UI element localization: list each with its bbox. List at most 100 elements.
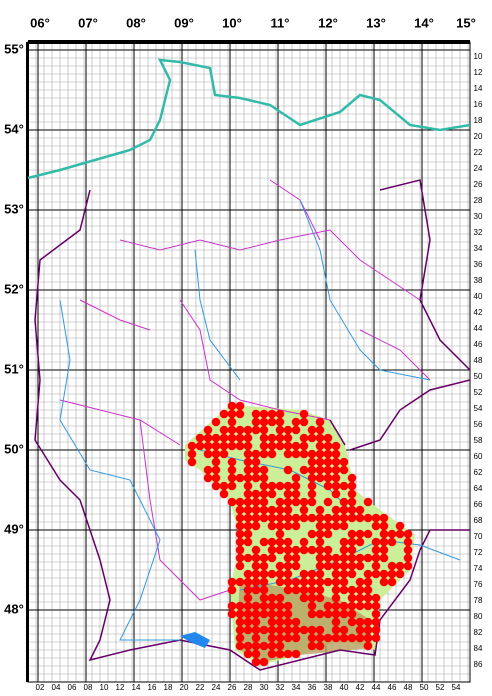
occurrence-dot	[283, 489, 293, 499]
occurrence-dot	[395, 569, 405, 579]
occurrence-dot	[307, 593, 317, 603]
occurrence-dot	[307, 529, 317, 539]
row-label: 14	[474, 84, 483, 93]
occurrence-dot	[251, 561, 261, 571]
occurrence-dot	[315, 553, 325, 563]
occurrence-dot	[251, 521, 261, 531]
occurrence-dot	[259, 609, 269, 619]
occurrence-dot	[307, 481, 317, 491]
occurrence-dot	[275, 513, 285, 523]
occurrence-dot	[291, 497, 301, 507]
occurrence-dot	[283, 569, 293, 579]
column-label: 42	[356, 683, 365, 692]
occurrence-dot	[243, 641, 253, 651]
occurrence-dot	[355, 505, 365, 515]
occurrence-dot	[371, 537, 381, 547]
occurrence-dot	[331, 489, 341, 499]
occurrence-dot	[227, 409, 237, 419]
occurrence-dot	[251, 489, 261, 499]
column-label: 14	[132, 683, 141, 692]
occurrence-dot	[259, 561, 269, 571]
lake	[180, 632, 210, 648]
occurrence-dot	[259, 593, 269, 603]
labels: 06° 07° 08° 09° 10° 11° 12° 13° 14° 15° 55° 54° 53° 5…	[4, 15, 483, 692]
occurrence-dot	[331, 505, 341, 515]
occurrence-dot	[259, 497, 269, 507]
occurrence-dot	[323, 497, 333, 507]
occurrence-dot	[403, 545, 413, 555]
occurrence-dot	[267, 449, 277, 459]
occurrence-dot	[251, 625, 261, 635]
occurrence-dot	[299, 409, 309, 419]
occurrence-dot	[307, 465, 317, 475]
occurrence-dot	[235, 537, 245, 547]
occurrence-dot	[243, 425, 253, 435]
occurrence-dot	[379, 521, 389, 531]
row-label: 74	[474, 564, 483, 573]
occurrence-dot	[331, 569, 341, 579]
occurrence-dot	[203, 473, 213, 483]
occurrence-dot	[339, 561, 349, 571]
occurrence-dot	[251, 417, 261, 427]
occurrence-dot	[403, 537, 413, 547]
occurrence-dot	[211, 449, 221, 459]
occurrence-dot	[323, 529, 333, 539]
occurrence-dot	[219, 409, 229, 419]
occurrence-dot	[243, 433, 253, 443]
occurrence-dot	[307, 633, 317, 643]
occurrence-dot	[331, 577, 341, 587]
occurrence-dot	[243, 441, 253, 451]
longitude-label: 15°	[456, 15, 476, 30]
occurrence-dot	[275, 545, 285, 555]
occurrence-dot	[291, 585, 301, 595]
row-label: 48	[474, 356, 483, 365]
occurrence-dot	[331, 561, 341, 571]
occurrence-dot	[339, 569, 349, 579]
occurrence-dot	[259, 465, 269, 475]
occurrence-dot	[251, 465, 261, 475]
occurrence-dot	[251, 649, 261, 659]
occurrence-dot	[195, 441, 205, 451]
latitude-label: 52°	[4, 281, 24, 296]
longitude-label: 13°	[366, 15, 386, 30]
occurrence-dot	[243, 457, 253, 467]
occurrence-dot	[347, 633, 357, 643]
occurrence-dot	[243, 537, 253, 547]
occurrence-dot	[275, 529, 285, 539]
occurrence-dot	[243, 497, 253, 507]
occurrence-dot	[291, 617, 301, 627]
occurrence-dot	[259, 625, 269, 635]
row-label: 84	[474, 644, 483, 653]
occurrence-dot	[243, 473, 253, 483]
row-label: 38	[474, 276, 483, 285]
occurrence-dot	[267, 593, 277, 603]
occurrence-dot	[339, 633, 349, 643]
occurrence-dot	[299, 497, 309, 507]
occurrence-dot	[227, 585, 237, 595]
occurrence-dot	[259, 569, 269, 579]
occurrence-dot	[283, 625, 293, 635]
occurrence-dot	[259, 489, 269, 499]
occurrence-dot	[243, 649, 253, 659]
occurrence-dot	[267, 553, 277, 563]
occurrence-dot	[227, 577, 237, 587]
occurrence-dot	[315, 449, 325, 459]
occurrence-dot	[307, 625, 317, 635]
row-label: 66	[474, 500, 483, 509]
occurrence-dot	[315, 561, 325, 571]
longitude-label: 09°	[174, 15, 194, 30]
occurrence-dot	[315, 537, 325, 547]
occurrence-dot	[347, 585, 357, 595]
occurrence-dot	[363, 529, 373, 539]
occurrence-dot	[307, 449, 317, 459]
occurrence-dot	[307, 545, 317, 555]
occurrence-dot	[267, 521, 277, 531]
row-label: 42	[474, 308, 483, 317]
occurrence-dot	[283, 481, 293, 491]
occurrence-dot	[355, 593, 365, 603]
occurrence-dot	[219, 441, 229, 451]
occurrence-dot	[307, 601, 317, 611]
occurrence-dot	[275, 425, 285, 435]
occurrence-dot	[379, 545, 389, 555]
